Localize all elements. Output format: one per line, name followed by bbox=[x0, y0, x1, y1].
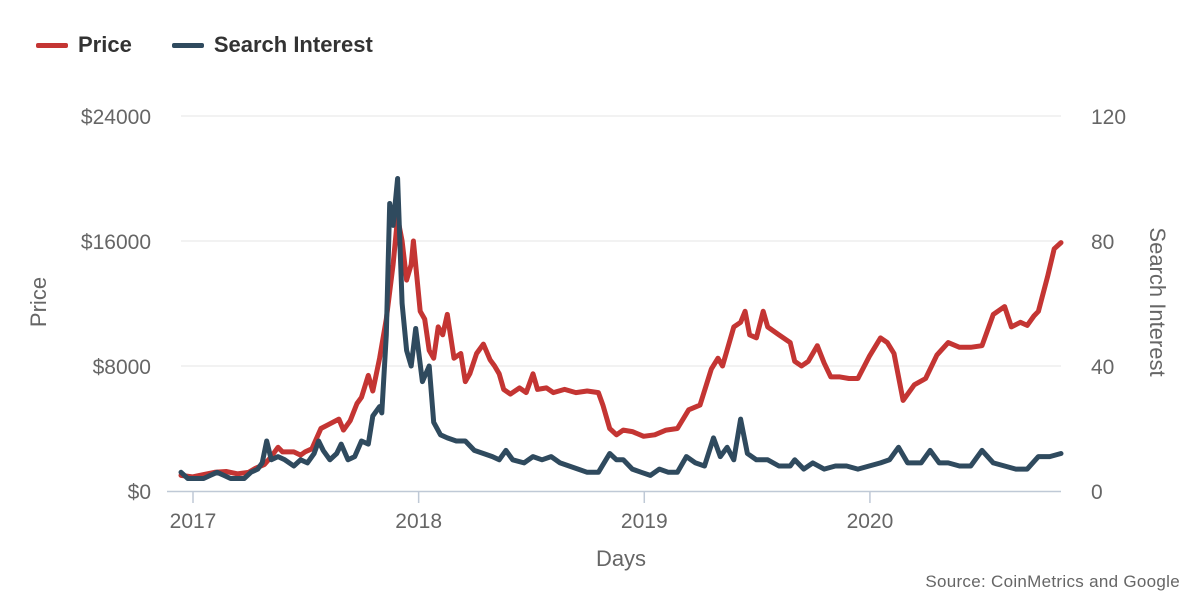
legend-swatch-search-interest bbox=[171, 42, 204, 48]
source-note: Source: CoinMetrics and Google bbox=[925, 572, 1180, 591]
legend-swatch-price bbox=[36, 42, 68, 48]
series-lines bbox=[178, 176, 1064, 481]
legend-item-price[interactable]: Price bbox=[36, 32, 132, 58]
legend-item-search-interest[interactable]: Search Interest bbox=[171, 32, 373, 58]
y-left-tick-label: $0 bbox=[128, 481, 151, 504]
price-series-line bbox=[178, 215, 1064, 480]
left-axis: $0 $8000 $16000 $24000 bbox=[81, 106, 151, 504]
y-right-tick-label: 120 bbox=[1091, 106, 1126, 129]
grid-lines bbox=[181, 115, 1061, 367]
y-right-tick-label: 0 bbox=[1091, 481, 1103, 504]
x-tick-label: 2019 bbox=[621, 510, 668, 533]
y-left-axis-title: Price bbox=[26, 277, 51, 327]
x-tick-label: 2017 bbox=[170, 510, 217, 533]
y-left-tick-label: $24000 bbox=[81, 106, 151, 129]
x-tick-label: 2020 bbox=[847, 510, 894, 533]
chart-legend: Price Search Interest bbox=[36, 32, 373, 58]
x-tick-label: 2018 bbox=[395, 510, 442, 533]
y-right-tick-label: 80 bbox=[1091, 231, 1114, 254]
legend-label-price: Price bbox=[78, 32, 132, 57]
x-axis-title: Days bbox=[596, 546, 646, 571]
y-left-tick-label: $16000 bbox=[81, 231, 151, 254]
x-axis: 2017 2018 2019 2020 bbox=[167, 490, 1061, 533]
y-right-tick-label: 40 bbox=[1091, 356, 1114, 379]
search-interest-series-line bbox=[178, 176, 1064, 481]
y-left-tick-label: $8000 bbox=[93, 356, 151, 379]
y-right-axis-title: Search Interest bbox=[1145, 227, 1170, 376]
right-axis: 0 40 80 120 bbox=[1091, 106, 1126, 504]
legend-label-search-interest: Search Interest bbox=[213, 32, 373, 57]
